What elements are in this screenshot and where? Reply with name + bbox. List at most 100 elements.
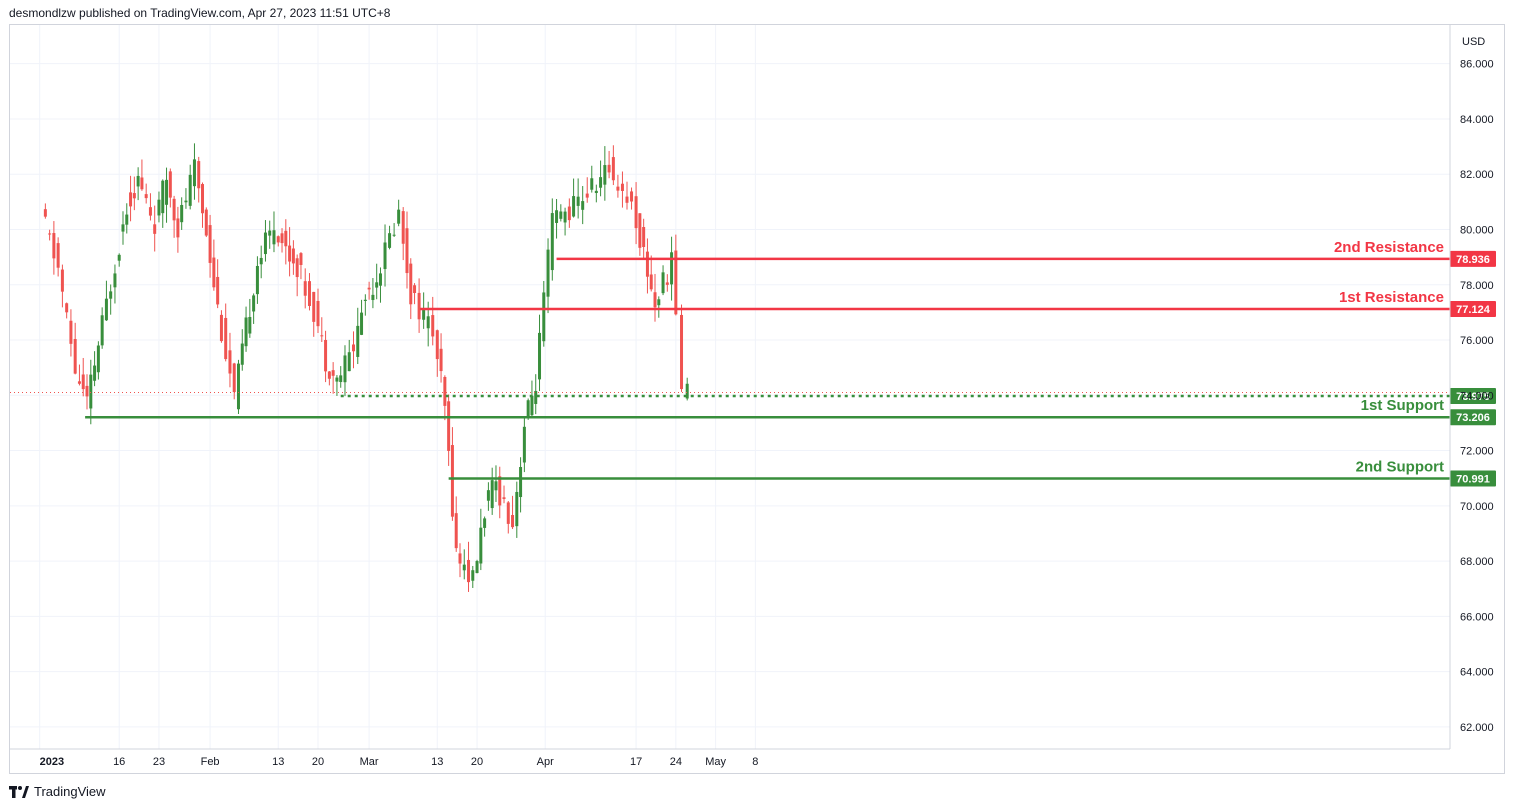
candle	[132, 176, 136, 211]
candle	[685, 377, 689, 401]
candle	[212, 239, 216, 291]
svg-text:77.124: 77.124	[1456, 304, 1491, 316]
y-tick-label: 86.000	[1460, 59, 1494, 71]
x-tick-label: 24	[670, 756, 682, 768]
candle	[657, 296, 661, 318]
candle	[450, 427, 454, 521]
candle	[594, 184, 598, 203]
candle	[388, 225, 392, 250]
y-tick-label: 74.000	[1460, 390, 1494, 402]
candle	[320, 317, 324, 342]
candle	[645, 238, 649, 294]
candle	[113, 264, 117, 304]
candle	[43, 203, 47, 219]
candle	[590, 165, 594, 193]
x-tick-label: 17	[630, 756, 642, 768]
candle	[192, 143, 196, 200]
candle	[454, 496, 458, 552]
grid	[10, 25, 1450, 749]
chart-frame[interactable]: 2nd Resistance 78.936 1st Resistance 77.124…	[9, 24, 1505, 774]
candle	[288, 227, 292, 277]
candle	[397, 199, 401, 227]
candle	[439, 333, 443, 383]
candle	[343, 345, 347, 397]
candle	[413, 283, 417, 305]
candle	[303, 268, 307, 309]
candle	[60, 264, 64, 308]
candle	[165, 167, 169, 223]
candle	[144, 183, 148, 204]
y-tick-label: 66.000	[1460, 611, 1494, 623]
candle	[462, 549, 466, 580]
candle	[670, 236, 674, 301]
candle	[172, 195, 176, 238]
price-chart[interactable]: 2nd Resistance 78.936 1st Resistance 77.124…	[10, 25, 1504, 773]
candle	[506, 501, 510, 534]
price-tag: 73.975	[1450, 387, 1496, 404]
candle	[176, 206, 180, 253]
candle	[77, 364, 81, 386]
candle	[93, 351, 97, 387]
candle	[208, 214, 212, 278]
candle	[534, 374, 538, 415]
footer[interactable]: TradingView	[9, 784, 106, 799]
candle	[276, 235, 280, 247]
candle	[661, 265, 665, 296]
x-tick-label: Mar	[360, 756, 379, 768]
candle	[674, 234, 678, 316]
candle	[272, 211, 276, 253]
candle	[550, 198, 554, 281]
candle	[538, 314, 542, 392]
x-tick-label: 16	[113, 756, 125, 768]
candle	[625, 181, 629, 210]
candle	[197, 156, 201, 203]
candle	[486, 482, 490, 511]
candle	[431, 296, 435, 346]
candle	[148, 193, 152, 221]
tradingview-logo-icon[interactable]	[9, 785, 29, 798]
candle	[519, 457, 523, 513]
candle	[168, 168, 172, 208]
candle	[65, 302, 69, 319]
candle	[611, 145, 615, 186]
candle	[360, 299, 364, 336]
x-tick-label: 8	[752, 756, 758, 768]
axes: USD 86.000 84.000 82.000 80.000 78.000 76.000 7…	[10, 25, 1494, 768]
candle	[443, 375, 447, 421]
candle	[490, 467, 494, 515]
candle	[216, 259, 220, 309]
x-tick-label: Apr	[537, 756, 554, 768]
candle	[259, 245, 263, 279]
candle	[81, 357, 85, 397]
candle	[299, 252, 303, 280]
candle	[511, 495, 515, 530]
candle	[665, 274, 669, 292]
level-label: 1st Resistance	[1339, 289, 1444, 306]
candle	[530, 380, 534, 419]
candle	[161, 179, 165, 228]
candle	[125, 203, 129, 234]
candle	[56, 237, 60, 277]
candle	[599, 160, 603, 197]
candle	[89, 359, 93, 425]
candle	[136, 167, 140, 201]
candle	[576, 178, 580, 219]
publisher-header: desmondlzw published on TradingView.com,…	[9, 6, 391, 20]
candle	[244, 306, 248, 352]
candle	[204, 207, 208, 238]
candle	[515, 481, 519, 538]
candle	[378, 267, 382, 303]
x-tick-label: 13	[431, 756, 443, 768]
x-tick-label: 23	[153, 756, 165, 768]
candle	[255, 256, 259, 304]
candle	[559, 204, 563, 222]
candle	[153, 205, 157, 252]
candle	[117, 253, 121, 267]
candle	[498, 466, 502, 519]
svg-text:78.936: 78.936	[1456, 254, 1490, 266]
candle	[96, 341, 100, 380]
tradingview-brand[interactable]: TradingView	[34, 784, 106, 799]
candle	[405, 211, 409, 289]
candle	[522, 416, 526, 473]
candle	[316, 288, 320, 333]
